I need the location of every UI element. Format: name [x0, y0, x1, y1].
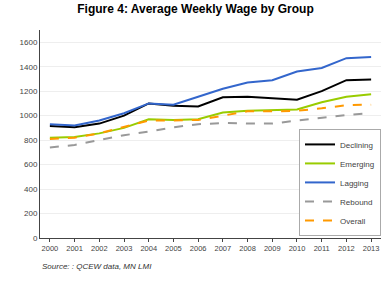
- svg-text:Lagging: Lagging: [340, 179, 368, 188]
- svg-text:1600: 1600: [20, 38, 38, 47]
- svg-text:2008: 2008: [239, 244, 256, 253]
- svg-text:400: 400: [24, 185, 38, 194]
- svg-text:200: 200: [24, 209, 38, 218]
- svg-text:800: 800: [24, 136, 38, 145]
- svg-text:2002: 2002: [91, 244, 108, 253]
- svg-text:Source: : QCEW data, MN LMI: Source: : QCEW data, MN LMI: [42, 262, 152, 271]
- svg-text:1400: 1400: [20, 63, 38, 72]
- svg-text:2010: 2010: [289, 244, 306, 253]
- svg-text:2011: 2011: [314, 244, 330, 253]
- svg-text:2001: 2001: [66, 244, 83, 253]
- svg-text:1000: 1000: [20, 111, 38, 120]
- svg-text:2013: 2013: [363, 244, 380, 253]
- svg-text:2006: 2006: [190, 244, 207, 253]
- svg-text:2003: 2003: [116, 244, 133, 253]
- svg-text:2005: 2005: [165, 244, 182, 253]
- svg-text:2004: 2004: [140, 244, 157, 253]
- svg-text:2000: 2000: [42, 244, 59, 253]
- svg-text:Figure 4: Average Weekly Wage: Figure 4: Average Weekly Wage by Group: [77, 2, 314, 16]
- svg-text:2007: 2007: [215, 244, 232, 253]
- svg-text:1200: 1200: [20, 87, 38, 96]
- svg-text:2012: 2012: [338, 244, 355, 253]
- svg-text:Rebound: Rebound: [340, 198, 372, 207]
- svg-text:Declining: Declining: [340, 141, 373, 150]
- svg-text:Overall: Overall: [340, 217, 366, 226]
- svg-text:2009: 2009: [264, 244, 281, 253]
- svg-text:Emerging: Emerging: [340, 160, 374, 169]
- svg-text:0: 0: [33, 234, 38, 243]
- svg-text:600: 600: [24, 160, 38, 169]
